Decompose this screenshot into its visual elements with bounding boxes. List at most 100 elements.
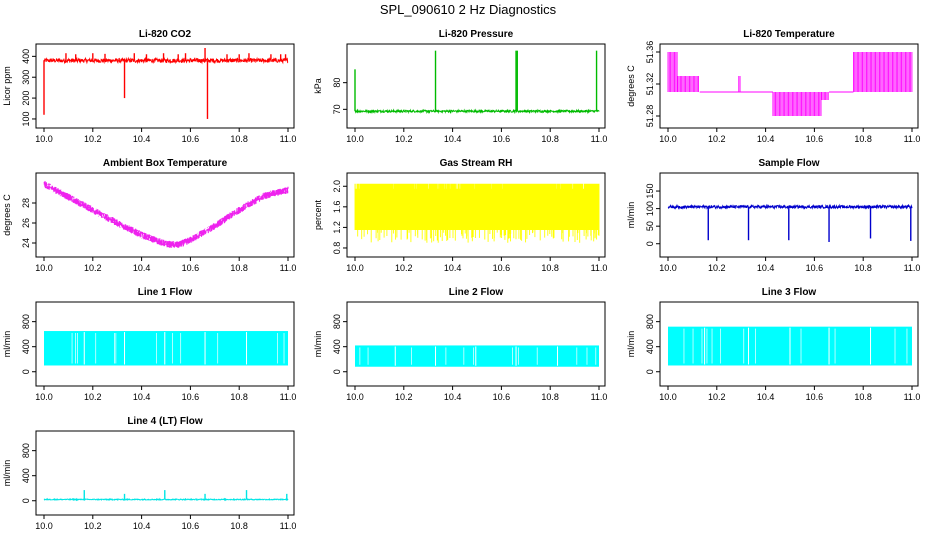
x-tick-label: 10.0	[35, 263, 53, 273]
x-tick-label: 10.6	[806, 263, 824, 273]
panel-rh: Gas Stream RH 10.0 10.2 10.4 10.6 10.8 11.0 0.8…	[313, 158, 607, 273]
x-tick-label: 10.0	[35, 392, 53, 402]
y-tick-label: 400	[21, 339, 31, 354]
panel-title: Gas Stream RH	[440, 158, 513, 169]
panel-title: Ambient Box Temperature	[103, 158, 228, 169]
series-line	[354, 108, 600, 115]
y-axis-label: degrees C	[2, 194, 12, 236]
panel-co2: Li-820 CO2 10.0 10.2 10.4 10.6 10.8 11.0 100 200…	[2, 29, 296, 144]
x-tick-label: 10.0	[346, 134, 364, 144]
y-tick-label: 26	[21, 218, 31, 228]
y-tick-label: 100	[21, 111, 31, 126]
y-tick-label: 24	[21, 238, 31, 248]
panel-temp: Li-820 Temperature 10.0 10.2 10.4 10.6 10.8 11…	[626, 29, 920, 144]
y-tick-label: 800	[21, 443, 31, 458]
y-tick-label: 1.6	[332, 201, 342, 214]
y-tick-label: 0	[645, 241, 655, 246]
y-axis-label: Licor ppm	[2, 66, 12, 106]
x-tick-label: 10.6	[493, 134, 511, 144]
x-tick-label: 10.2	[84, 392, 102, 402]
y-tick-label: 400	[21, 468, 31, 483]
x-tick-label: 10.2	[84, 521, 102, 531]
x-tick-label: 10.0	[659, 392, 677, 402]
figure-title: SPL_090610 2 Hz Diagnostics	[380, 2, 557, 17]
x-tick-label: 11.0	[280, 263, 297, 273]
x-tick-label: 10.6	[182, 521, 200, 531]
plot-frame	[35, 430, 295, 516]
x-tick-label: 10.4	[133, 263, 151, 273]
y-tick-label: 80	[332, 78, 342, 88]
y-tick-label: 400	[332, 339, 342, 354]
x-tick-label: 10.6	[493, 392, 511, 402]
x-tick-label: 10.0	[659, 134, 677, 144]
y-tick-label: 400	[21, 49, 31, 64]
x-tick-label: 10.2	[395, 134, 413, 144]
panel-sample: Sample Flow 10.0 10.2 10.4 10.6 10.8 11.0 0 50 10…	[626, 158, 920, 273]
panel-title: Line 1 Flow	[138, 287, 193, 298]
x-tick-label: 10.8	[541, 263, 559, 273]
panel-title: Line 4 (LT) Flow	[127, 416, 203, 427]
series-line	[43, 497, 289, 502]
panel-line3: Line 3 Flow 10.0 10.2 10.4 10.6 10.8 11.0 0 400 8…	[626, 287, 920, 402]
y-tick-label: 300	[21, 70, 31, 85]
x-tick-label: 10.4	[757, 392, 775, 402]
x-tick-label: 10.8	[230, 134, 248, 144]
plot-frame	[659, 301, 919, 387]
series-line	[43, 56, 289, 65]
y-tick-label: 50	[645, 221, 655, 231]
panel-title: Line 3 Flow	[762, 287, 817, 298]
y-axis-label: ml/min	[626, 202, 636, 229]
x-tick-label: 10.8	[230, 392, 248, 402]
x-tick-label: 10.4	[444, 263, 462, 273]
x-tick-label: 10.8	[854, 392, 872, 402]
x-tick-label: 10.8	[230, 263, 248, 273]
series-line4	[43, 490, 289, 502]
x-tick-label: 10.6	[806, 134, 824, 144]
band-strokes	[43, 181, 289, 248]
x-tick-label: 11.0	[904, 134, 921, 144]
x-tick-label: 11.0	[591, 134, 608, 144]
y-tick-label: 51.28	[645, 105, 655, 128]
panel-pres: Li-820 Pressure 10.0 10.2 10.4 10.6 10.8 11.0 7…	[313, 29, 607, 144]
x-tick-label: 10.0	[346, 392, 364, 402]
y-tick-label: 200	[21, 91, 31, 106]
y-tick-label: 51.32	[645, 73, 655, 96]
x-tick-label: 10.8	[854, 134, 872, 144]
x-tick-label: 10.8	[541, 392, 559, 402]
x-tick-label: 10.0	[659, 263, 677, 273]
y-axis-label: degrees C	[626, 65, 636, 107]
x-tick-label: 11.0	[904, 392, 921, 402]
x-tick-label: 10.2	[84, 134, 102, 144]
y-tick-label: 800	[332, 314, 342, 329]
x-tick-label: 10.2	[395, 263, 413, 273]
y-tick-label: 51.36	[645, 41, 655, 64]
x-tick-label: 10.2	[84, 263, 102, 273]
x-tick-label: 10.2	[708, 392, 726, 402]
x-tick-label: 10.4	[133, 134, 151, 144]
flow-band	[355, 345, 599, 367]
y-tick-label: 100	[645, 201, 655, 216]
x-tick-label: 10.0	[35, 134, 53, 144]
y-tick-label: 1.2	[332, 221, 342, 234]
panel-title: Li-820 Pressure	[439, 29, 514, 40]
panel-box: Ambient Box Temperature 10.0 10.2 10.4 10.6 1…	[2, 158, 296, 273]
y-tick-label: 0	[332, 369, 342, 374]
plot-frame	[659, 172, 919, 258]
x-tick-label: 10.6	[182, 392, 200, 402]
x-tick-label: 10.2	[708, 263, 726, 273]
x-tick-label: 10.2	[395, 392, 413, 402]
panel-line1: Line 1 Flow 10.0 10.2 10.4 10.6 10.8 11.0 0 400 8…	[2, 287, 296, 402]
series-line2	[355, 345, 599, 367]
x-tick-label: 11.0	[591, 263, 608, 273]
panel-title: Li-820 Temperature	[743, 29, 835, 40]
panel-title: Li-820 CO2	[139, 29, 192, 40]
x-tick-label: 10.2	[708, 134, 726, 144]
x-tick-label: 10.4	[444, 392, 462, 402]
series-temp	[667, 52, 913, 116]
x-tick-label: 11.0	[904, 263, 921, 273]
y-axis-label: ml/min	[2, 460, 12, 487]
plot-frame	[659, 43, 919, 129]
x-tick-label: 10.4	[133, 521, 151, 531]
x-tick-label: 10.0	[346, 263, 364, 273]
panels: Li-820 CO2 10.0 10.2 10.4 10.6 10.8 11.0 100 200…	[2, 29, 920, 531]
